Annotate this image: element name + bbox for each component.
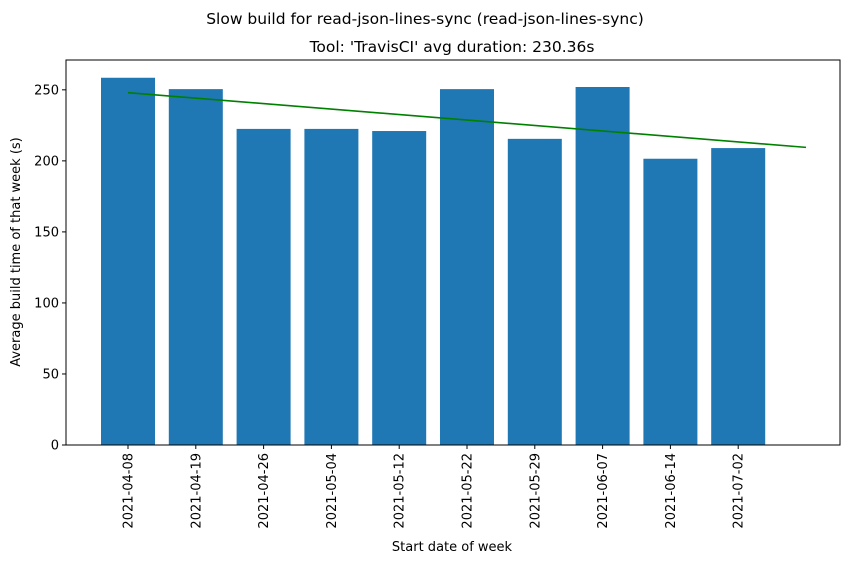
y-tick-label-200: 200 xyxy=(34,154,59,169)
bar-group xyxy=(101,77,766,446)
chart-suptitle: Slow build for read-json-lines-sync (rea… xyxy=(206,10,644,28)
y-tick-label-250: 250 xyxy=(34,83,59,98)
x-tick-label-2021-05-22: 2021-05-22 xyxy=(461,453,476,529)
bar-2021-07-02 xyxy=(711,148,766,445)
y-tick-label-50: 50 xyxy=(42,367,59,382)
bar-2021-06-14 xyxy=(643,158,698,446)
bar-2021-05-04 xyxy=(304,128,359,445)
bar-2021-04-08 xyxy=(101,77,155,445)
x-axis-label: Start date of week xyxy=(392,540,513,555)
x-axis: 2021-04-08 2021-04-19 2021-04-26 2021-05-04… xyxy=(122,445,747,529)
bar-2021-05-22 xyxy=(440,89,494,445)
x-tick-label-2021-07-02: 2021-07-02 xyxy=(732,453,747,529)
trend-line xyxy=(127,91,807,149)
x-tick-label-2021-06-14: 2021-06-14 xyxy=(664,453,679,529)
y-tick-label-0: 0 xyxy=(51,439,59,454)
x-tick-label-2021-04-08: 2021-04-08 xyxy=(122,453,137,529)
plot-frame xyxy=(65,59,841,446)
bar-2021-06-07 xyxy=(575,86,630,446)
y-axis-label: Average build time of that week (s) xyxy=(9,137,24,367)
bar-2021-05-12 xyxy=(372,131,427,445)
bar-2021-04-19 xyxy=(168,89,223,445)
x-tick-label-2021-04-26: 2021-04-26 xyxy=(257,453,272,529)
trend-group xyxy=(127,91,807,149)
x-tick-label-2021-05-12: 2021-05-12 xyxy=(393,453,408,529)
bar-2021-05-29 xyxy=(507,138,562,445)
bar-2021-04-26 xyxy=(236,128,291,445)
y-tick-label-150: 150 xyxy=(34,225,59,240)
x-tick-label-2021-05-04: 2021-05-04 xyxy=(325,453,340,529)
x-tick-label-2021-05-29: 2021-05-29 xyxy=(528,453,543,529)
chart-title: Tool: 'TravisCI' avg duration: 230.36s xyxy=(309,38,595,56)
y-axis: 0 50 100 150 200 250 xyxy=(34,83,66,454)
y-tick-label-100: 100 xyxy=(34,296,59,311)
x-tick-label-2021-06-07: 2021-06-07 xyxy=(596,453,611,529)
x-tick-label-2021-04-19: 2021-04-19 xyxy=(189,453,204,529)
